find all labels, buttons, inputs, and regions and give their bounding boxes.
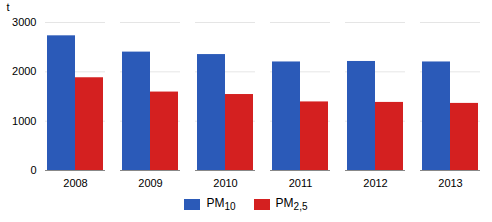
svg-text:2000: 2000 — [12, 65, 36, 77]
svg-text:2010: 2010 — [213, 177, 237, 189]
svg-text:2009: 2009 — [138, 177, 162, 189]
svg-text:3000: 3000 — [12, 16, 36, 28]
svg-text:2011: 2011 — [289, 177, 313, 189]
html-text:PM10: PM10 — [206, 196, 236, 213]
html-text:PM2,5: PM2,5 — [275, 196, 308, 213]
svg-text:2008: 2008 — [63, 177, 87, 189]
svg-text:0: 0 — [30, 164, 36, 176]
svg-text:1000: 1000 — [12, 115, 36, 127]
svg-text:2012: 2012 — [363, 177, 387, 189]
svg-text:t: t — [7, 1, 10, 13]
svg-text:2013: 2013 — [438, 177, 462, 189]
